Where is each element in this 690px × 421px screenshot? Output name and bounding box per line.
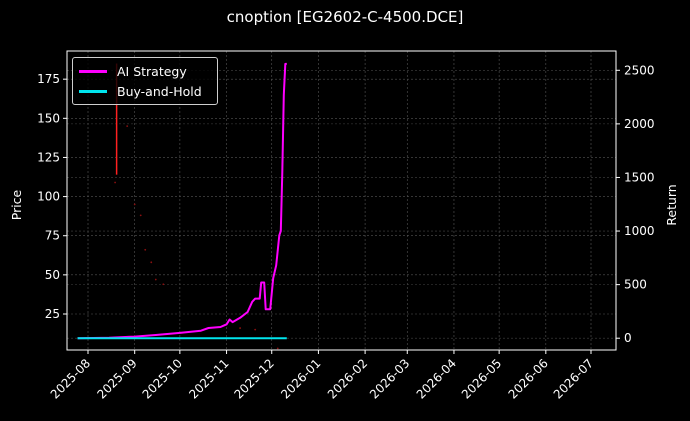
- y-right-tick-label: 2500: [624, 63, 655, 77]
- price-point: [239, 327, 242, 329]
- x-tick-label: 2025-10: [140, 356, 185, 401]
- price-point: [276, 347, 279, 350]
- y-right-tick-label: 0: [624, 331, 632, 345]
- y-left-tick-label: 75: [45, 229, 60, 243]
- chart-title: cnoption [EG2602-C-4500.DCE]: [226, 8, 464, 26]
- x-tick-label: 2026-02: [325, 356, 370, 401]
- x-axis: 2025-08 2025-09 2025-10 2025-11 2025-12 2026-…: [48, 350, 596, 402]
- y-right-tick-label: 1000: [624, 224, 655, 238]
- price-series: [114, 63, 279, 350]
- x-tick-label: 2026-07: [551, 356, 596, 401]
- price-point: [144, 248, 147, 251]
- x-tick-label: 2026-01: [278, 356, 323, 401]
- y-axis-left-label: Price: [9, 189, 24, 220]
- y-left-tick-label: 50: [45, 268, 60, 282]
- y-left-tick-label: 100: [37, 190, 60, 204]
- price-point: [150, 261, 153, 264]
- y-left-tick-label: 125: [37, 150, 60, 164]
- x-tick-label: 2026-06: [506, 356, 551, 401]
- price-point: [126, 125, 129, 128]
- legend-swatch-ai-strategy: [79, 69, 107, 73]
- x-tick-label: 2025-12: [231, 356, 276, 401]
- x-tick-label: 2026-04: [414, 356, 459, 401]
- y-axis-left: 25 50 75 100 125 150 175: [37, 72, 67, 321]
- y-axis-right-label: Return: [664, 184, 679, 225]
- y-left-tick-label: 25: [45, 307, 60, 321]
- x-tick-label: 2025-11: [186, 356, 231, 401]
- legend-label: Buy-and-Hold: [117, 83, 202, 99]
- price-point: [254, 328, 257, 331]
- price-point: [139, 214, 142, 217]
- price-point: [154, 278, 157, 281]
- grid-lines: [67, 51, 616, 350]
- legend-label: AI Strategy: [117, 63, 187, 79]
- price-point: [162, 283, 165, 286]
- y-left-tick-label: 150: [37, 111, 60, 125]
- x-tick-label: 2025-09: [94, 356, 139, 401]
- price-point: [133, 203, 136, 206]
- ai-strategy-line: [77, 62, 287, 340]
- y-right-tick-label: 500: [624, 278, 647, 292]
- legend-item-ai-strategy: AI Strategy: [79, 61, 187, 81]
- y-axis-right: 0 500 1000 1500 2000 2500: [616, 63, 655, 345]
- price-point: [114, 181, 117, 184]
- y-right-tick-label: 2000: [624, 117, 655, 131]
- return-series: [77, 62, 287, 340]
- legend: AI Strategy Buy-and-Hold: [72, 57, 218, 105]
- x-tick-label: 2025-08: [48, 356, 93, 401]
- legend-swatch-buy-and-hold: [79, 89, 107, 93]
- y-right-tick-label: 1500: [624, 170, 655, 184]
- legend-item-buy-and-hold: Buy-and-Hold: [79, 81, 202, 101]
- x-tick-label: 2026-03: [367, 356, 412, 401]
- plot-frame: [66, 50, 617, 351]
- y-left-tick-label: 175: [37, 72, 60, 86]
- x-tick-label: 2026-05: [459, 356, 504, 401]
